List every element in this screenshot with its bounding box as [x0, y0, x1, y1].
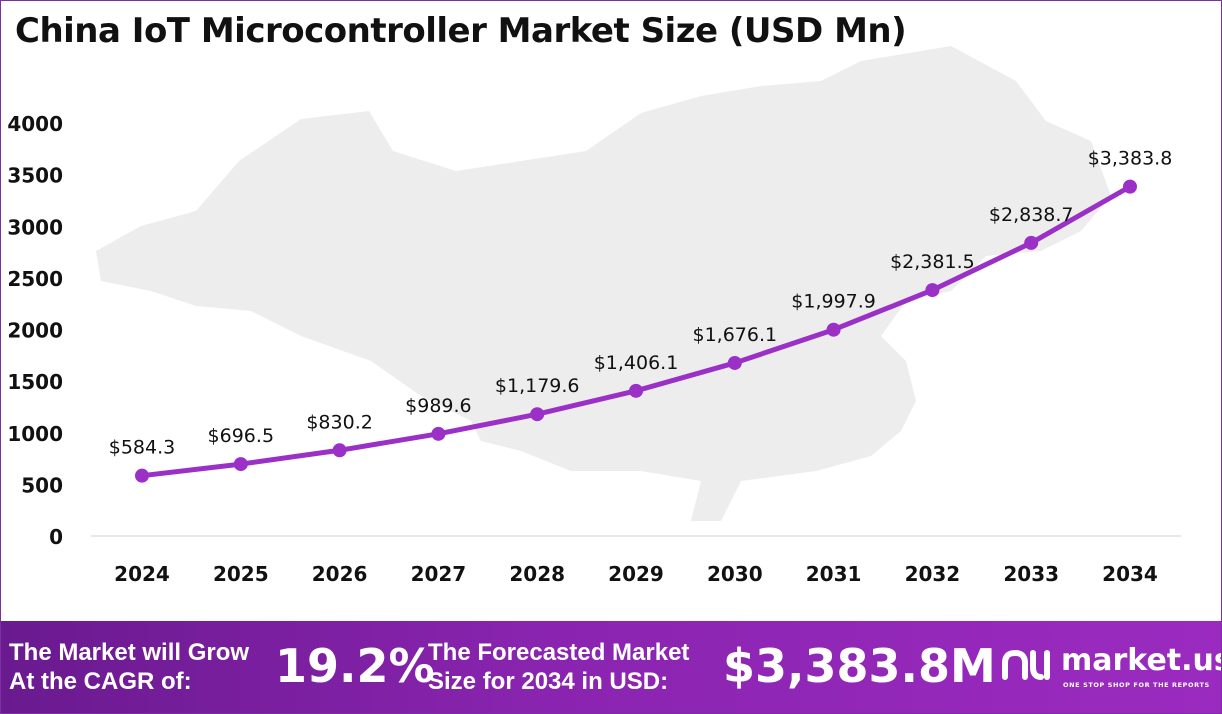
data-point [1123, 179, 1137, 194]
data-label: $696.5 [208, 425, 274, 447]
forecast-label-line2: Size for 2034 in USD: [428, 668, 669, 695]
y-tick-label: 3500 [7, 164, 63, 188]
data-point [431, 426, 446, 441]
data-point [1024, 235, 1039, 250]
x-tick-label: 2034 [1102, 562, 1158, 586]
y-tick-label: 4000 [7, 112, 63, 136]
data-label: $989.6 [405, 395, 471, 417]
data-label: $2,381.5 [890, 251, 975, 273]
data-label: $3,383.8 [1088, 148, 1173, 170]
x-tick-label: 2030 [707, 562, 763, 586]
line-chart: 0 500 1000 1500 2000 2500 3000 3500 4000 2024 2025… [7, 46, 1181, 586]
forecast-label: The Forecasted Market Size for 2034 in U… [428, 638, 689, 696]
cagr-label-line1: The Market will Grow [9, 639, 250, 666]
data-point [233, 457, 248, 472]
data-label: $1,406.1 [594, 352, 679, 374]
data-point [925, 283, 940, 298]
brand-name: market.us [1061, 643, 1222, 678]
cagr-label: The Market will Grow At the CAGR of: [9, 638, 249, 696]
cagr-label-line2: At the CAGR of: [9, 668, 192, 695]
data-point [332, 443, 347, 458]
x-tick-label: 2028 [509, 562, 565, 586]
data-label: $584.3 [109, 437, 175, 459]
forecast-label-line1: The Forecasted Market [428, 639, 690, 666]
x-tick-label: 2032 [905, 562, 961, 586]
x-tick-label: 2024 [114, 562, 170, 586]
brand-tagline: ONE STOP SHOP FOR THE REPORTS [1063, 681, 1210, 689]
x-tick-label: 2025 [213, 562, 269, 586]
data-point [629, 383, 643, 398]
china-map-background [96, 46, 1111, 521]
data-point [530, 407, 545, 422]
data-label: $1,676.1 [692, 324, 777, 346]
footer-banner: The Market will Grow At the CAGR of: 19.… [1, 621, 1222, 713]
data-point [826, 322, 841, 337]
data-label: $1,179.6 [495, 375, 580, 397]
x-tick-label: 2026 [312, 562, 368, 586]
market-us-logo-icon [1002, 649, 1050, 680]
data-label: $2,838.7 [989, 204, 1074, 226]
cagr-value: 19.2% [275, 639, 435, 693]
chart-title: China IoT Microcontroller Market Size (U… [15, 11, 907, 51]
y-tick-label: 2000 [7, 319, 63, 343]
y-tick-label: 500 [21, 473, 63, 497]
x-tick-label: 2029 [608, 562, 664, 586]
data-point [727, 355, 742, 370]
data-point [135, 468, 149, 483]
data-label: $1,997.9 [791, 291, 876, 313]
y-tick-label: 1000 [7, 422, 63, 446]
data-label: $830.2 [306, 411, 372, 433]
y-tick-label: 0 [49, 525, 63, 549]
x-tick-label: 2033 [1003, 562, 1059, 586]
x-tick-label: 2027 [411, 562, 467, 586]
x-tick-label: 2031 [806, 562, 862, 586]
forecast-value: $3,383.8M [723, 639, 996, 693]
y-tick-label: 3000 [7, 215, 63, 239]
y-tick-label: 1500 [7, 370, 63, 394]
y-tick-label: 2500 [7, 267, 63, 291]
